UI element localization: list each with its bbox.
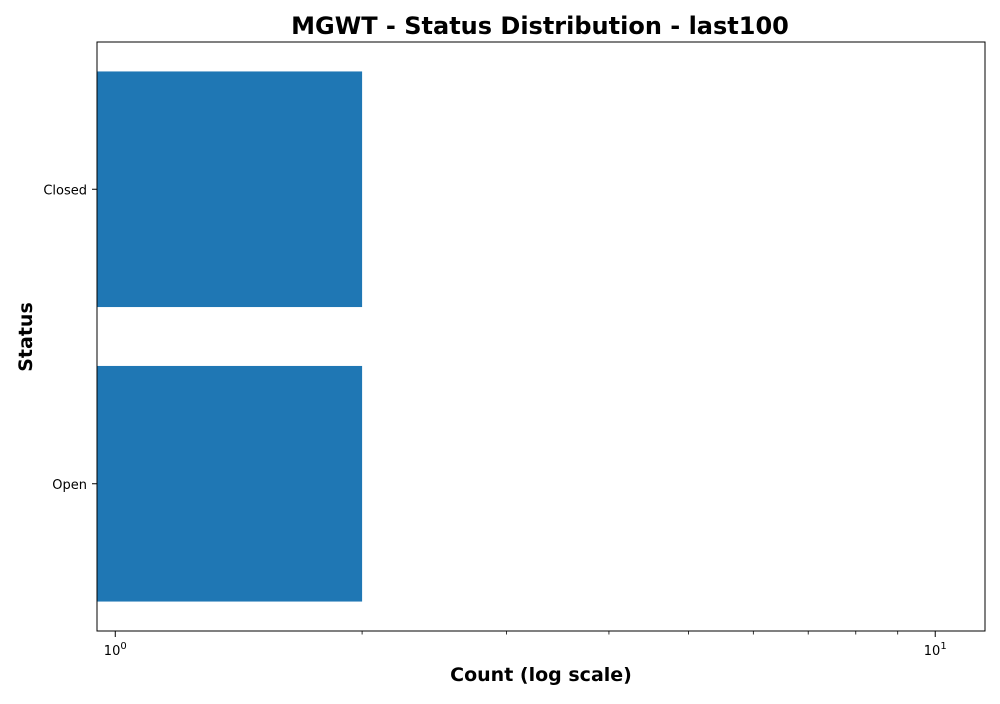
- x-axis-label: Count (log scale): [450, 664, 632, 686]
- x-tick-label: 100: [104, 641, 127, 659]
- y-tick-label: Open: [52, 478, 87, 493]
- bar-closed: [97, 71, 363, 308]
- y-tick-label: Closed: [43, 183, 87, 198]
- x-tick-label: 101: [924, 641, 947, 659]
- y-axis: Closed Open: [43, 183, 97, 493]
- bar-open: [97, 365, 363, 602]
- plot-frame: [96, 41, 986, 632]
- bars-layer: [97, 71, 363, 602]
- y-axis-label: Status: [15, 302, 37, 372]
- x-axis: 100 101: [104, 631, 947, 659]
- chart-title: MGWT - Status Distribution - last100: [291, 12, 789, 40]
